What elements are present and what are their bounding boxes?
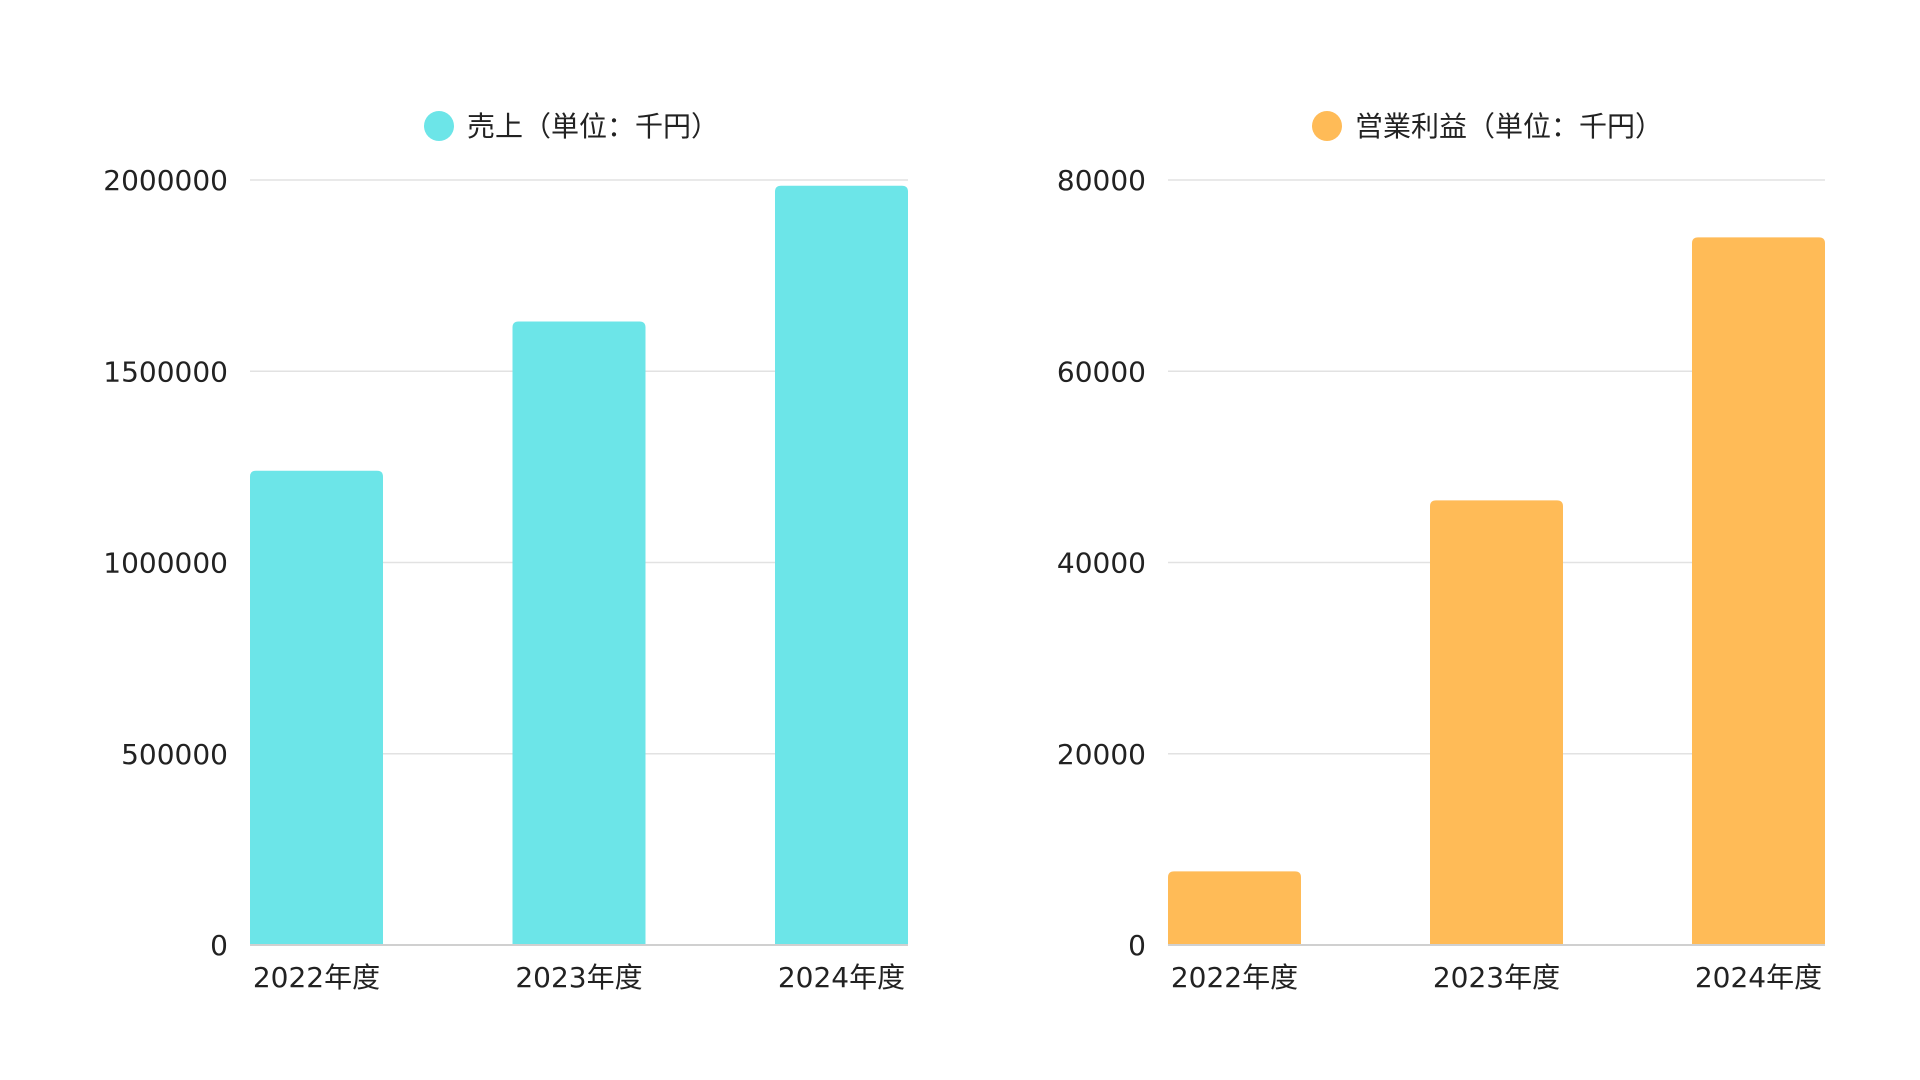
- bar-sales-0[interactable]: [250, 470, 383, 945]
- x-tick-label-profit-1: 2023年度: [1433, 961, 1560, 994]
- y-tick-label-sales-1: 500000: [121, 738, 228, 771]
- legend-swatch-profit: [1312, 111, 1342, 141]
- operating-profit-chart: 営業利益（単位：千円） 0 20000 40000 60000 80000 2022年度 20…: [1057, 110, 1825, 994]
- x-tick-label-sales-2: 2024年度: [778, 961, 905, 994]
- x-tick-label-sales-0: 2022年度: [253, 961, 380, 994]
- x-tick-label-profit-2: 2024年度: [1695, 961, 1822, 994]
- bar-sales-2[interactable]: [775, 185, 908, 946]
- x-tick-label-profit-0: 2022年度: [1171, 961, 1298, 994]
- y-tick-label-sales-3: 1500000: [103, 355, 228, 388]
- y-tick-label-sales-0: 0: [210, 929, 228, 962]
- bar-profit-0[interactable]: [1168, 871, 1301, 945]
- legend-swatch-sales: [424, 111, 454, 141]
- legend-label-sales: 売上（単位：千円）: [467, 110, 719, 143]
- y-tick-label-profit-4: 80000: [1057, 164, 1146, 197]
- bar-sales-1[interactable]: [512, 321, 646, 945]
- y-tick-label-sales-4: 2000000: [103, 164, 228, 197]
- sales-chart: 売上（単位：千円） 0 500000 1000000 1500000 2000000 202…: [103, 110, 908, 994]
- x-tick-label-sales-1: 2023年度: [515, 961, 642, 994]
- bar-profit-1[interactable]: [1430, 500, 1563, 945]
- y-tick-label-profit-1: 20000: [1057, 738, 1146, 771]
- legend-label-profit: 営業利益（単位：千円）: [1355, 110, 1663, 143]
- bar-profit-2[interactable]: [1692, 237, 1825, 945]
- y-tick-label-sales-2: 1000000: [103, 547, 228, 580]
- y-tick-label-profit-0: 0: [1128, 929, 1146, 962]
- y-tick-label-profit-2: 40000: [1057, 547, 1146, 580]
- y-tick-label-profit-3: 60000: [1057, 355, 1146, 388]
